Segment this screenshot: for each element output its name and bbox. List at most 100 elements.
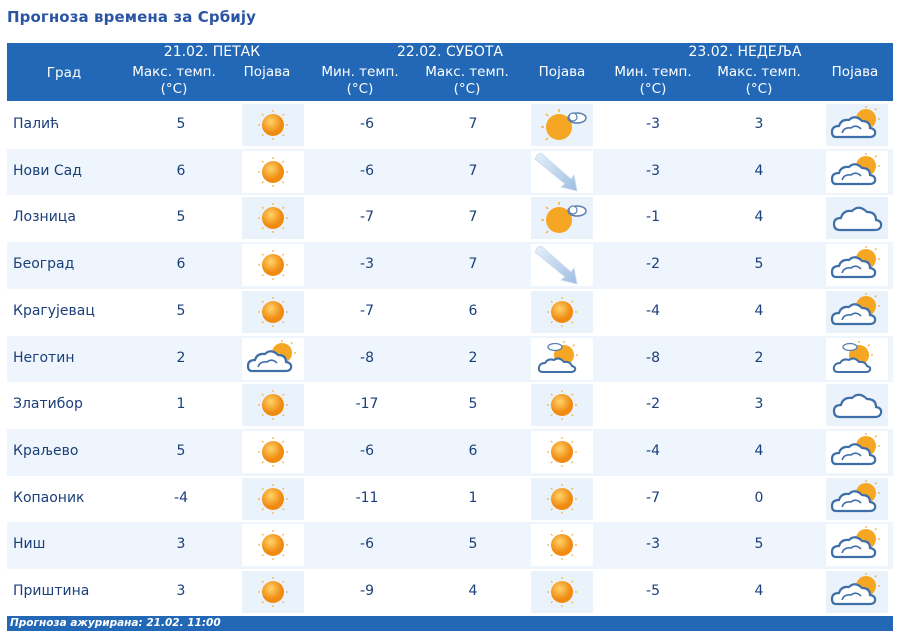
day3-max-temp: 4 bbox=[754, 162, 764, 179]
day2-max-temp: 5 bbox=[468, 396, 478, 413]
wind-arrow-icon bbox=[531, 150, 593, 193]
header-day1-phen: Појава bbox=[243, 64, 291, 80]
header-day3-min: Мин. темп. (°C) bbox=[614, 64, 692, 97]
day3-max-temp: 3 bbox=[754, 116, 764, 132]
day1-max-temp: 6 bbox=[176, 256, 186, 273]
day1-max-temp: 5 bbox=[176, 209, 186, 226]
day3-max-temp: 4 bbox=[754, 209, 764, 226]
city-name: Златибор bbox=[13, 396, 83, 413]
city-name: Неготин bbox=[13, 349, 75, 366]
day2-min-temp: -6 bbox=[360, 442, 374, 459]
day2-min-temp: -6 bbox=[360, 162, 374, 179]
header-date-day3: 23.02. НЕДЕЉА bbox=[688, 44, 802, 60]
table-row: Лозница 5 -7 7 -1 4 bbox=[7, 195, 893, 243]
sun-icon bbox=[242, 290, 304, 333]
sun-icon bbox=[242, 244, 304, 287]
partly-cloudy-icon bbox=[531, 337, 593, 380]
table-row: Приштина 3 -9 4 -5 4 bbox=[7, 569, 893, 616]
sun-icon bbox=[531, 290, 593, 333]
page-title: Прогноза времена за Србију bbox=[7, 8, 257, 26]
city-name: Приштина bbox=[13, 583, 90, 599]
header-day2-min: Мин. темп. (°C) bbox=[321, 64, 399, 97]
city-name: Београд bbox=[13, 256, 75, 273]
table-row: Златибор 1 -17 5 -2 3 bbox=[7, 382, 893, 430]
city-name: Нови Сад bbox=[13, 162, 82, 179]
day2-max-temp: 7 bbox=[468, 256, 478, 273]
day2-max-temp: 2 bbox=[468, 349, 478, 366]
city-name: Лозница bbox=[13, 209, 76, 226]
header-day1-max: Макс. темп. (°C) bbox=[132, 64, 216, 97]
cloud-sun-icon bbox=[826, 430, 888, 473]
cloud-sun-icon bbox=[826, 290, 888, 333]
day3-max-temp: 3 bbox=[754, 396, 764, 413]
day3-max-temp: 4 bbox=[754, 442, 764, 459]
cloud-sun-icon bbox=[826, 477, 888, 520]
table-row: Неготин 2 -8 2 -8 2 bbox=[7, 335, 893, 383]
day3-min-temp: -8 bbox=[646, 349, 660, 366]
day3-min-temp: -5 bbox=[646, 583, 660, 599]
day3-max-temp: 0 bbox=[754, 489, 764, 506]
day2-min-temp: -11 bbox=[355, 489, 379, 506]
cloud-sun-icon bbox=[826, 244, 888, 287]
header-day3-max: Макс. темп. (°C) bbox=[717, 64, 801, 97]
day2-min-temp: -6 bbox=[360, 536, 374, 553]
day2-max-temp: 7 bbox=[468, 162, 478, 179]
cloud-sun-icon bbox=[826, 150, 888, 193]
sun-icon bbox=[242, 104, 304, 146]
sun-icon bbox=[242, 197, 304, 240]
day2-min-temp: -3 bbox=[360, 256, 374, 273]
day2-max-temp: 7 bbox=[468, 116, 478, 132]
table-row: Копаоник -4 -11 1 -7 0 bbox=[7, 475, 893, 523]
sun-icon bbox=[242, 384, 304, 427]
header-city: Град bbox=[46, 65, 82, 81]
cloud-sun-icon bbox=[826, 571, 888, 613]
table-row: Ниш 3 -6 5 -3 5 bbox=[7, 522, 893, 570]
city-name: Палић bbox=[13, 116, 60, 132]
table-row: Нови Сад 6 -6 7 -3 4 bbox=[7, 148, 893, 196]
partly-cloudy-icon bbox=[826, 337, 888, 380]
day1-max-temp: 5 bbox=[176, 302, 186, 319]
day3-min-temp: -1 bbox=[646, 209, 660, 226]
cloud-sun-icon bbox=[826, 104, 888, 146]
sun-icon bbox=[531, 430, 593, 473]
sun-cloud-icon bbox=[531, 104, 593, 146]
sun-icon bbox=[242, 477, 304, 520]
table-row: Београд 6 -3 7 -2 5 bbox=[7, 242, 893, 290]
sun-icon bbox=[531, 571, 593, 613]
day1-max-temp: 5 bbox=[176, 116, 186, 132]
cloud-sun-icon bbox=[826, 524, 888, 567]
city-name: Копаоник bbox=[13, 489, 85, 506]
day2-max-temp: 4 bbox=[468, 583, 478, 599]
update-footer: Прогноза ажурирана: 21.02. 11:00 bbox=[7, 616, 893, 631]
day3-max-temp: 4 bbox=[754, 302, 764, 319]
sun-icon bbox=[531, 477, 593, 520]
day2-max-temp: 6 bbox=[468, 442, 478, 459]
day2-min-temp: -8 bbox=[360, 349, 374, 366]
cloud-sun-icon bbox=[242, 337, 304, 380]
day3-min-temp: -3 bbox=[646, 116, 660, 132]
day3-max-temp: 5 bbox=[754, 256, 764, 273]
day3-min-temp: -3 bbox=[646, 162, 660, 179]
day1-max-temp: -4 bbox=[174, 489, 188, 506]
day1-max-temp: 3 bbox=[176, 583, 186, 599]
day3-min-temp: -4 bbox=[646, 442, 660, 459]
sun-icon bbox=[242, 150, 304, 193]
header-day3-phen: Појава bbox=[831, 64, 879, 80]
day3-min-temp: -3 bbox=[646, 536, 660, 553]
day2-min-temp: -9 bbox=[360, 583, 374, 599]
sun-icon bbox=[531, 384, 593, 427]
day1-max-temp: 2 bbox=[176, 349, 186, 366]
day3-max-temp: 5 bbox=[754, 536, 764, 553]
day2-min-temp: -7 bbox=[360, 302, 374, 319]
day3-min-temp: -2 bbox=[646, 256, 660, 273]
day3-max-temp: 2 bbox=[754, 349, 764, 366]
city-name: Крагујевац bbox=[13, 302, 95, 319]
forecast-table-header: Град 21.02. ПЕТАК Макс. темп. (°C) Појава… bbox=[7, 43, 893, 101]
wind-arrow-icon bbox=[531, 244, 593, 287]
day2-max-temp: 7 bbox=[468, 209, 478, 226]
header-day2-max: Макс. темп. (°C) bbox=[425, 64, 509, 97]
cloud-icon bbox=[826, 197, 888, 240]
cloud-icon bbox=[826, 384, 888, 427]
day2-min-temp: -7 bbox=[360, 209, 374, 226]
sun-icon bbox=[242, 524, 304, 567]
